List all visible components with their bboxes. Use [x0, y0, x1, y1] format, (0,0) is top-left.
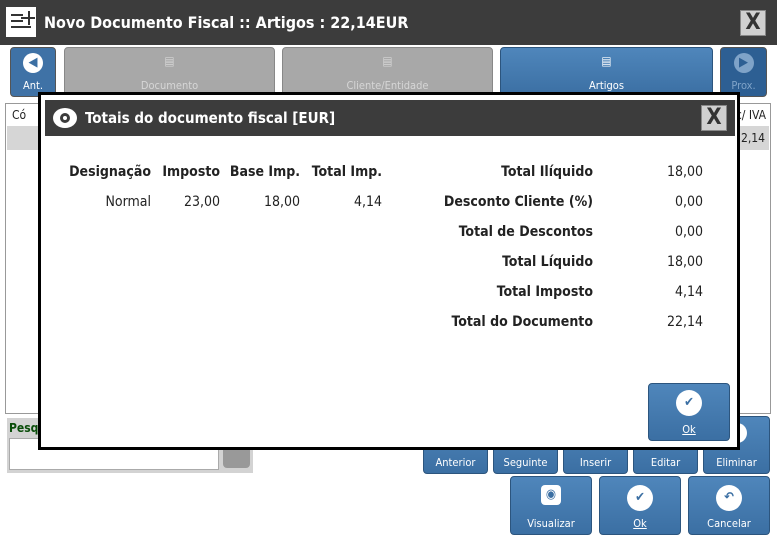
total-label: Desconto Cliente (%) [443, 194, 593, 210]
document-icon: ▤ [164, 54, 175, 68]
col-header: Imposto [162, 164, 220, 180]
total-value: 18,00 [666, 254, 703, 270]
tab-artigos[interactable]: ▤ Artigos [500, 47, 713, 97]
col-header: Base Imp. [229, 164, 300, 180]
total-label: Total Ilíquido [501, 164, 593, 180]
client-icon: ▤ [382, 54, 393, 68]
total-label: Total Líquido [502, 254, 593, 270]
visualizar-button[interactable]: ◉ Visualizar [510, 476, 592, 535]
tab-documento[interactable]: ▤ Documento [64, 47, 275, 97]
cancelar-button[interactable]: ↶ Cancelar [688, 476, 770, 535]
close-button[interactable]: X [740, 10, 766, 36]
tab-cliente-entidade[interactable]: ▤ Cliente/Entidade [282, 47, 493, 97]
col-header: Total Imp. [311, 164, 382, 180]
check-icon: ✔ [627, 485, 653, 511]
new-document-icon [6, 7, 36, 37]
arrow-left-icon: ◀ [23, 53, 43, 73]
articles-icon: ▤ [601, 54, 612, 68]
check-icon: ✔ [676, 390, 702, 416]
total-value: 0,00 [674, 224, 703, 240]
table-cell: Normal [105, 194, 151, 210]
total-label: Total do Documento [451, 314, 593, 330]
ok-button[interactable]: ✔ Ok [599, 476, 681, 535]
window-title: Novo Documento Fiscal :: Artigos : 22,14… [44, 13, 409, 32]
totals-dialog: Totais do documento fiscal [EUR] X Desig… [38, 92, 740, 450]
preview-icon: ◉ [541, 485, 561, 505]
total-label: Total de Descontos [458, 224, 593, 240]
total-value: 4,14 [674, 284, 703, 300]
grid-header-right: c/ IVA [735, 108, 766, 122]
undo-icon: ↶ [716, 485, 742, 511]
total-label: Total Imposto [496, 284, 593, 300]
dialog-ok-button[interactable]: ✔ Ok [648, 383, 730, 441]
col-header: Designação [69, 164, 151, 180]
eye-icon [53, 108, 77, 128]
dialog-header: Totais do documento fiscal [EUR] X [45, 100, 735, 136]
grid-header-left: Có [12, 108, 27, 122]
arrow-right-icon: ▶ [733, 53, 754, 73]
total-value: 0,00 [674, 194, 703, 210]
dialog-title: Totais do documento fiscal [EUR] [85, 109, 336, 127]
next-button[interactable]: ▶ Prox. [720, 47, 767, 97]
title-bar: Novo Documento Fiscal :: Artigos : 22,14… [0, 0, 777, 45]
dialog-close-button[interactable]: X [701, 105, 727, 131]
table-cell: 23,00 [183, 194, 220, 210]
table-cell: 18,00 [263, 194, 300, 210]
total-value: 22,14 [666, 314, 703, 330]
table-cell: 4,14 [353, 194, 382, 210]
total-value: 18,00 [666, 164, 703, 180]
prev-button[interactable]: ◀ Ant. [10, 47, 56, 97]
